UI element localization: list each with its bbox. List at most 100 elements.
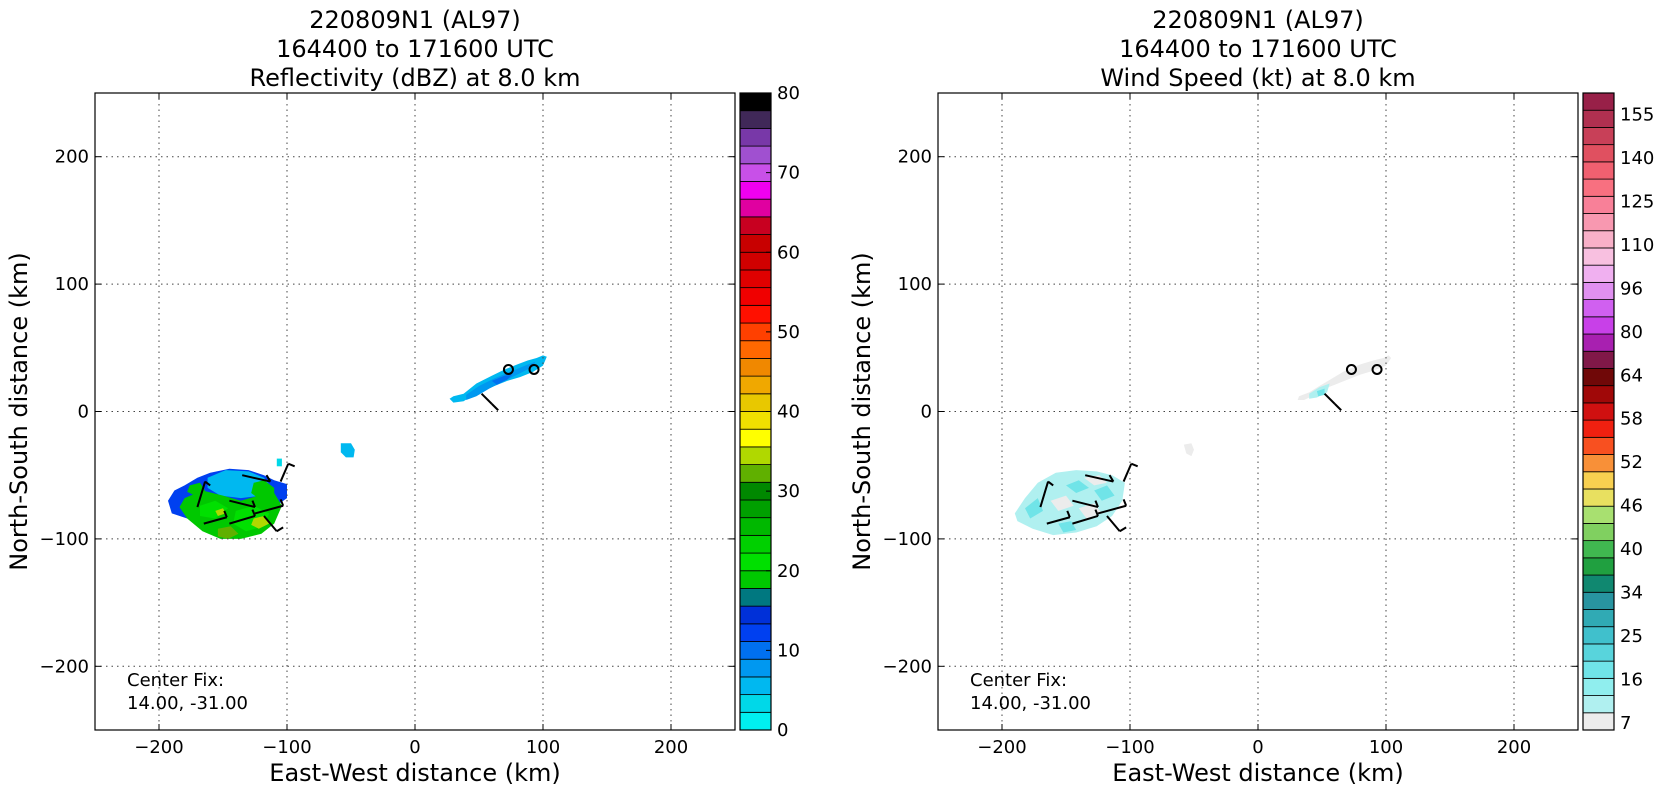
wind-barb-flag bbox=[251, 500, 256, 508]
colorbar-segment bbox=[1582, 643, 1615, 662]
data-region bbox=[1083, 475, 1107, 486]
wind-barb-staff bbox=[1084, 474, 1114, 483]
colorbar-tick-label: 20 bbox=[777, 561, 800, 582]
colorbar-segment bbox=[1582, 523, 1615, 542]
colorbar-segment bbox=[1582, 471, 1615, 490]
colorbar-segment bbox=[739, 534, 772, 554]
colorbar-segment bbox=[739, 92, 772, 112]
wind-barb bbox=[480, 392, 499, 411]
y-tick-label: −200 bbox=[40, 656, 89, 677]
colorbar-segment bbox=[739, 340, 772, 359]
colorbar-segment bbox=[739, 411, 772, 430]
x-tick-label: −200 bbox=[977, 737, 1026, 758]
wind-barb-flag bbox=[223, 510, 228, 518]
colorbar-tick-label: 50 bbox=[777, 322, 800, 343]
chart-title-line: 220809N1 (AL97) bbox=[1152, 6, 1364, 34]
data-region bbox=[251, 480, 275, 501]
colorbar-segment bbox=[1582, 419, 1615, 438]
wind-barb bbox=[1046, 510, 1071, 525]
wind-barb-flag bbox=[251, 509, 256, 517]
colorbar-segment bbox=[739, 499, 772, 519]
data-region bbox=[1066, 480, 1089, 493]
chart-title-line: 164400 to 171600 UTC bbox=[1119, 35, 1397, 63]
chart-panel-2: 220809N1 (AL97)164400 to 171600 UTCWind … bbox=[848, 6, 1654, 787]
data-region bbox=[1316, 388, 1325, 397]
colorbar-segment bbox=[1582, 281, 1615, 300]
colorbar-segment bbox=[1582, 712, 1615, 731]
wind-barb bbox=[1106, 515, 1127, 533]
colorbar-segment bbox=[1582, 316, 1615, 335]
colorbar-segment bbox=[1582, 161, 1615, 180]
colorbar-segment bbox=[1582, 609, 1615, 628]
colorbar-segment bbox=[739, 446, 772, 465]
wind-barb-flag bbox=[204, 480, 211, 487]
colorbar-segment bbox=[1582, 626, 1615, 645]
wind-barb-staff bbox=[1097, 504, 1127, 515]
colorbar-tick-label: 34 bbox=[1620, 582, 1643, 603]
data-region bbox=[217, 526, 239, 539]
colorbar-tick-label: 16 bbox=[1620, 669, 1643, 690]
colorbar-segment bbox=[739, 127, 772, 147]
wind-barb-flag bbox=[1066, 510, 1071, 518]
x-tick-label: 100 bbox=[526, 737, 560, 758]
wind-barb-staff bbox=[1072, 499, 1099, 509]
y-tick-label: 200 bbox=[898, 147, 932, 168]
colorbar-segment bbox=[739, 464, 772, 483]
wind-barb-flag bbox=[1119, 526, 1127, 533]
colorbar-segment bbox=[739, 198, 772, 218]
center-marker bbox=[1371, 363, 1383, 375]
wind-barb-flag bbox=[1334, 403, 1342, 411]
colorbar-segment bbox=[1582, 92, 1615, 111]
center-marker bbox=[502, 363, 514, 375]
colorbar-segment bbox=[1582, 488, 1615, 507]
data-region bbox=[1058, 521, 1077, 533]
wind-barb bbox=[229, 499, 256, 509]
colorbar-segment bbox=[1582, 402, 1615, 421]
colorbar-segment bbox=[739, 570, 772, 589]
wind-barb-staff bbox=[1072, 515, 1099, 525]
colorbar-segment bbox=[739, 375, 772, 395]
colorbar-segment bbox=[739, 251, 772, 271]
colorbar-segment bbox=[739, 110, 772, 129]
chart-title-line: Reflectivity (dBZ) at 8.0 km bbox=[250, 64, 581, 92]
y-tick-label: −200 bbox=[883, 656, 932, 677]
x-axis-label: East-West distance (km) bbox=[1112, 759, 1403, 787]
colorbar-tick-label: 7 bbox=[1620, 713, 1631, 734]
colorbar-segment bbox=[1582, 144, 1615, 163]
colorbar-tick-label: 40 bbox=[1620, 539, 1643, 560]
colorbar-segment bbox=[1582, 436, 1615, 455]
data-region bbox=[340, 443, 355, 458]
wind-barb-flag bbox=[1094, 509, 1099, 517]
wind-barb bbox=[1323, 392, 1342, 411]
colorbar-segment bbox=[739, 393, 772, 412]
colorbar-frame bbox=[1582, 92, 1615, 731]
wind-barb-flag bbox=[1047, 480, 1054, 487]
y-tick-label: −100 bbox=[883, 529, 932, 550]
colorbar-tick-label: 125 bbox=[1620, 192, 1654, 213]
wind-barb-staff bbox=[263, 515, 278, 532]
colorbar-segment bbox=[1582, 264, 1615, 283]
colorbar-segment bbox=[739, 517, 772, 536]
wind-barb bbox=[241, 474, 272, 483]
colorbar-segment bbox=[1582, 333, 1615, 352]
wind-barb-staff bbox=[229, 515, 256, 525]
wind-barb-flag bbox=[279, 499, 285, 507]
colorbar-segment bbox=[739, 287, 772, 306]
y-axis-label: North-South distance (km) bbox=[5, 252, 33, 571]
wind-barb bbox=[1072, 509, 1099, 525]
colorbar-tick-label: 30 bbox=[777, 481, 800, 502]
x-tick-label: 100 bbox=[1369, 737, 1403, 758]
colorbar-tick-label: 80 bbox=[1620, 322, 1643, 343]
wind-barb-staff bbox=[279, 463, 290, 482]
x-tick-label: 200 bbox=[1497, 737, 1531, 758]
colorbar-segment bbox=[1582, 109, 1615, 128]
wind-barb-flag bbox=[265, 474, 272, 483]
wind-barb bbox=[1122, 462, 1139, 482]
y-tick-label: −100 bbox=[40, 529, 89, 550]
colorbar-segment bbox=[739, 269, 772, 289]
wind-barb bbox=[254, 499, 285, 515]
data-region bbox=[1050, 495, 1074, 511]
center-marker bbox=[1345, 363, 1357, 375]
colorbar-segment bbox=[1582, 454, 1615, 473]
colorbar-tick-label: 60 bbox=[777, 242, 800, 263]
